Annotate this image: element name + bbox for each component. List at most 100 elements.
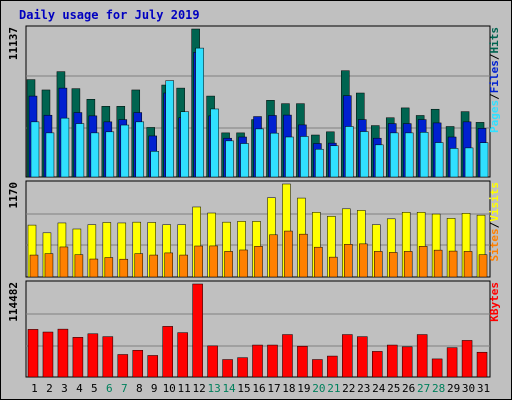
kbytes-bar — [117, 354, 129, 378]
legend-hits: Hits — [488, 27, 501, 54]
pages-bar — [195, 47, 204, 178]
x-tick-label: 2 — [46, 382, 53, 395]
kbytes-bar — [207, 345, 218, 378]
sites-bar — [314, 246, 323, 278]
kbytes-bar — [342, 334, 353, 378]
pages-bar — [270, 132, 279, 178]
kbytes-bar — [446, 347, 458, 378]
sites-bar — [74, 254, 84, 278]
x-tick-label: 22 — [342, 382, 355, 395]
pages-bar — [330, 145, 339, 178]
kbytes-bar — [476, 351, 488, 378]
pages-bar — [300, 136, 309, 178]
x-tick-label: 15 — [237, 382, 250, 395]
sites-bar — [463, 251, 473, 278]
pages-bar — [105, 131, 115, 178]
x-tick-label: 29 — [447, 382, 460, 395]
sites-bar — [89, 258, 99, 278]
x-tick-label: 28 — [432, 382, 445, 395]
kbytes-bar — [102, 336, 114, 378]
sites-bar — [374, 251, 383, 278]
x-tick-label: 18 — [282, 382, 295, 395]
pages-bar — [150, 151, 159, 178]
kbytes-bar — [252, 344, 263, 378]
kbytes-bar — [42, 331, 54, 378]
legend-separator: / — [488, 53, 501, 60]
sites-bar — [149, 254, 158, 278]
pages-bar — [479, 142, 489, 178]
x-tick-label: 30 — [462, 382, 475, 395]
pages-bar — [255, 128, 264, 178]
pages-bar — [45, 132, 55, 178]
kbytes-bar — [87, 333, 99, 378]
x-tick-label: 23 — [357, 382, 370, 395]
sites-bar — [418, 246, 428, 278]
x-tick-label: 4 — [76, 382, 83, 395]
sites-bar — [299, 233, 308, 278]
kbytes-bar — [132, 350, 144, 378]
kbytes-bar — [327, 355, 338, 378]
pages-bar — [375, 144, 384, 178]
kbytes-bar — [162, 326, 173, 378]
pages-bar — [315, 148, 324, 178]
kbytes-bar — [147, 355, 158, 378]
sites-bar — [179, 254, 188, 278]
panel-1-ymax-label: 11137 — [7, 27, 20, 60]
sites-bar — [433, 249, 443, 278]
pages-bar — [225, 140, 234, 178]
sites-bar — [359, 243, 368, 278]
pages-bar — [419, 132, 429, 178]
x-tick-label: 21 — [327, 382, 340, 395]
pages-bar — [404, 132, 414, 178]
sites-bar — [164, 252, 173, 278]
sites-bar — [194, 245, 203, 278]
legend-separator: / — [488, 221, 501, 228]
pages-bar — [360, 131, 369, 178]
kbytes-bar — [357, 336, 368, 378]
x-tick-label: 3 — [61, 382, 68, 395]
sites-bar — [284, 230, 293, 278]
kbytes-bar — [192, 283, 203, 378]
x-tick-label: 8 — [136, 382, 143, 395]
pages-bar — [464, 147, 474, 178]
pages-bar — [60, 117, 70, 178]
sites-bar — [119, 258, 129, 278]
sites-bar — [224, 251, 233, 278]
sites-bar — [104, 257, 114, 278]
x-tick-label: 17 — [267, 382, 280, 395]
panel-3-legend: KBytes — [488, 282, 501, 322]
kbytes-bar — [461, 340, 473, 378]
legend-sites: Sites — [488, 228, 501, 261]
x-tick-label: 20 — [312, 382, 325, 395]
pages-bar — [434, 142, 444, 178]
legend-visits: Visits — [488, 182, 501, 222]
sites-bar — [254, 246, 263, 278]
panel-1-legend: Pages/Files/Hits — [488, 27, 501, 133]
pages-bar — [389, 132, 399, 178]
legend-kbytes: KBytes — [488, 282, 501, 322]
sites-bar — [239, 249, 248, 278]
legend-files: Files — [488, 60, 501, 93]
pages-bar — [165, 80, 174, 178]
kbytes-bar — [177, 332, 188, 378]
x-tick-label: 16 — [252, 382, 265, 395]
kbytes-bar — [57, 328, 69, 378]
x-tick-label: 10 — [163, 382, 176, 395]
chart-title: Daily usage for July 2019 — [19, 8, 200, 22]
kbytes-bar — [312, 359, 323, 378]
x-tick-label: 14 — [222, 382, 236, 395]
x-tick-label: 24 — [372, 382, 386, 395]
kbytes-bar — [401, 346, 413, 378]
sites-bar — [29, 254, 39, 278]
sites-bar — [403, 251, 413, 278]
x-tick-label: 5 — [91, 382, 98, 395]
x-tick-label: 9 — [151, 382, 158, 395]
kbytes-bar — [237, 357, 248, 378]
x-tick-label: 19 — [297, 382, 310, 395]
panel-2-ymax-label: 1170 — [7, 182, 20, 209]
legend-pages: Pages — [488, 100, 501, 133]
sites-bar — [59, 246, 69, 278]
sites-bar — [329, 256, 338, 278]
pages-bar — [90, 132, 100, 178]
sites-bar — [209, 245, 218, 278]
